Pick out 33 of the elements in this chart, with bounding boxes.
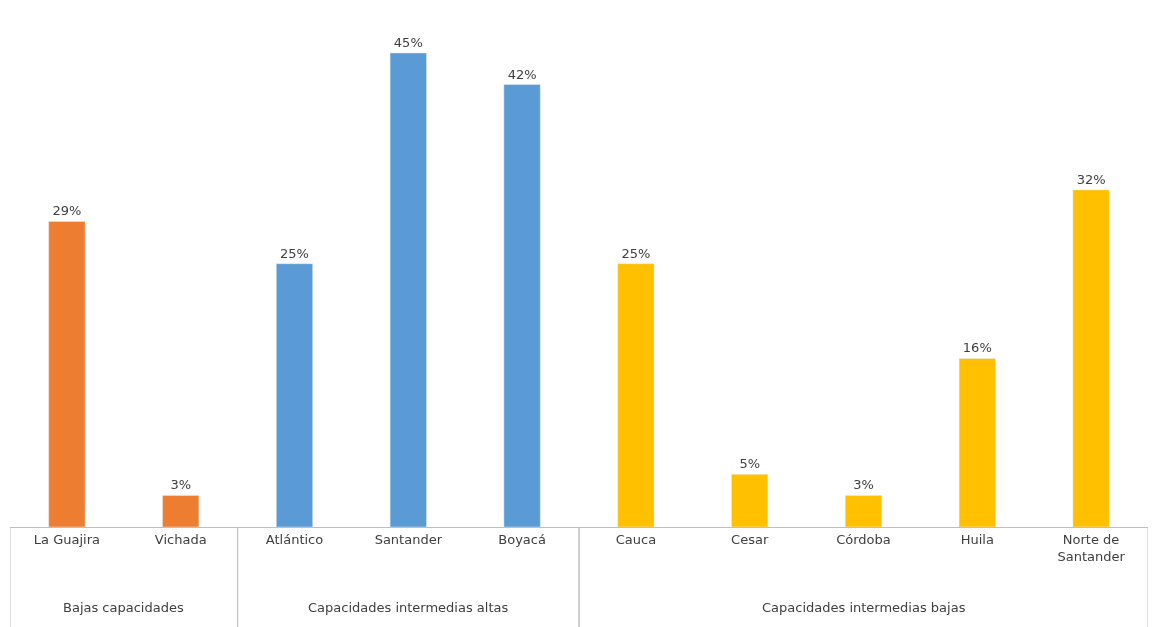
x-tick-label: Cauca — [615, 531, 657, 547]
data-label: 42% — [507, 66, 537, 82]
x-tick-label: Boyacá — [498, 531, 546, 547]
x-tick-label: Norte de Santander — [1057, 531, 1126, 564]
x-tick-label: Huila — [960, 531, 994, 547]
bar — [958, 358, 996, 527]
bar — [617, 263, 655, 527]
x-tick-label: Atlántico — [265, 531, 324, 547]
text: Capacidades intermedias bajas — [762, 600, 966, 615]
bar — [731, 474, 769, 527]
x-tick-label: Córdoba — [836, 531, 891, 547]
bar — [162, 495, 200, 527]
text: Bajas capacidades — [63, 600, 184, 615]
data-label: 25% — [621, 245, 651, 261]
data-label: 32% — [1076, 171, 1106, 187]
data-label: 25% — [280, 245, 309, 261]
bar — [276, 263, 313, 527]
data-label: 3% — [170, 477, 192, 493]
bar — [48, 221, 86, 527]
data-label: 29% — [52, 203, 82, 219]
x-tick-label: La Guajira — [33, 531, 100, 547]
text: Capacidades intermedias altas — [308, 600, 509, 615]
x-tick-label: Santander — [374, 531, 443, 547]
data-label: 45% — [393, 34, 423, 50]
bar — [1072, 189, 1110, 527]
data-label: 16% — [962, 340, 992, 356]
data-label: 3% — [853, 477, 874, 493]
bar — [503, 84, 541, 527]
bar — [845, 495, 882, 527]
x-tick-label: Cesar — [731, 531, 769, 547]
data-label: 5% — [739, 456, 761, 472]
x-tick-label: Vichada — [154, 531, 207, 547]
bar — [389, 52, 427, 527]
